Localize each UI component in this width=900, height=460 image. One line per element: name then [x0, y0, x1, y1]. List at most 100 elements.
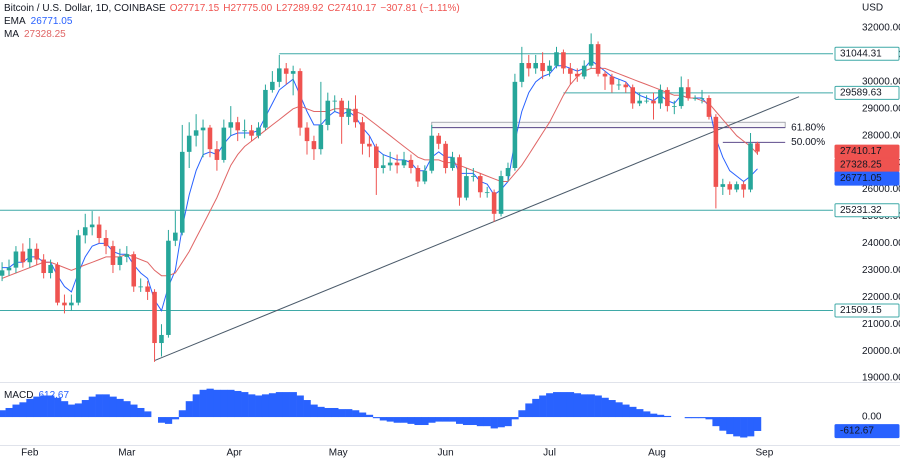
macd-bar: [164, 417, 173, 424]
macd-bar: [158, 417, 166, 423]
candle-body: [554, 52, 559, 66]
macd-bar: [740, 417, 748, 438]
candle-body: [124, 254, 130, 257]
macd-bar: [497, 417, 505, 428]
candle-body: [505, 168, 511, 177]
macd-bar: [753, 417, 762, 431]
quote-value: C27410.17: [327, 3, 376, 14]
fib-label: 61.80%: [791, 122, 825, 133]
candle-body: [568, 68, 573, 74]
macd-bar: [532, 398, 540, 418]
candle-body: [55, 264, 60, 303]
candle-body: [422, 170, 428, 182]
level-label-box: [834, 85, 900, 100]
candle-body: [491, 192, 497, 214]
macd-bar: [40, 395, 48, 418]
candle-body: [706, 98, 712, 117]
candle-body: [512, 81, 518, 169]
candle-body: [145, 286, 150, 292]
macd-bar: [594, 395, 602, 418]
macd-bar: [553, 392, 561, 418]
macd-bar: [289, 392, 297, 418]
price-label: 26771.05: [840, 173, 882, 184]
macd-bar: [643, 411, 651, 418]
candle-body: [193, 130, 199, 136]
candle-body: [290, 71, 296, 74]
macd-bar: [566, 392, 575, 418]
chart-title: Bitcoin / U.S. Dollar, 1D, COINBASE O2771…: [4, 3, 460, 14]
legend-entry: EMA 26771.05: [4, 16, 73, 27]
candle-body: [484, 192, 490, 194]
y-tick-label: 23000.00: [862, 265, 900, 276]
macd-bar: [19, 402, 27, 418]
macd-bar: [691, 417, 699, 419]
candle-body: [221, 127, 227, 160]
macd-bar: [372, 417, 381, 419]
candle-body: [374, 146, 379, 169]
macd-bar: [435, 417, 443, 422]
candle-body: [588, 44, 594, 66]
candle-body: [581, 65, 587, 77]
candle-body: [34, 248, 40, 260]
macd-bar: [747, 417, 755, 437]
macd-bar: [227, 389, 235, 418]
macd-bar: [414, 417, 422, 426]
legend-value: 27328.25: [24, 29, 66, 40]
candle-body: [471, 176, 476, 177]
candle-body: [166, 240, 171, 335]
title-text: Bitcoin / U.S. Dollar, 1D, COINBASE: [4, 3, 166, 14]
quote-value: −307.81 (−1.11%): [380, 3, 459, 14]
level-label: 31044.31: [840, 48, 882, 59]
candle-body: [727, 184, 733, 190]
price-label: 27410.17: [840, 146, 882, 157]
candle-body: [713, 116, 719, 187]
level-label: 25231.32: [840, 205, 882, 216]
moving-average-line: [2, 59, 758, 312]
candle-body: [256, 127, 261, 136]
candle-body: [27, 248, 33, 263]
candle-body: [214, 149, 220, 160]
candle-body: [720, 184, 726, 187]
macd-bar: [303, 400, 311, 418]
candle-body: [699, 98, 705, 99]
macd-bar: [539, 395, 547, 418]
candle-body: [131, 254, 137, 287]
y-tick-label: 24000.00: [862, 238, 900, 249]
macd-bar: [317, 406, 325, 418]
candle-body: [658, 89, 663, 104]
candle-body: [152, 291, 157, 344]
candle-body: [540, 63, 545, 72]
y-tick-label: 22000.00: [862, 292, 900, 303]
candle-body: [519, 63, 525, 82]
candle-body: [173, 232, 178, 241]
macd-name: MACD: [4, 390, 33, 401]
candle-body: [436, 135, 441, 144]
macd-bar: [199, 389, 207, 418]
unit-label: USD: [862, 3, 883, 14]
level-label-box: [834, 46, 900, 61]
macd-bar: [456, 417, 464, 424]
y-tick-label: 26000.00: [862, 184, 900, 195]
candle-body: [692, 98, 698, 99]
candle-body: [408, 159, 414, 169]
candle-body: [117, 256, 123, 265]
candle-body: [477, 176, 483, 193]
macd-bar: [663, 415, 672, 418]
fib-zone: [431, 121, 786, 129]
candle-body: [609, 76, 615, 85]
candle-body: [89, 224, 95, 228]
candle-body: [332, 100, 338, 102]
macd-bar: [726, 417, 734, 435]
macd-bar: [338, 409, 346, 418]
candle-body: [415, 168, 421, 182]
macd-bar: [178, 410, 187, 418]
macd-bar: [365, 414, 374, 418]
candle-body: [159, 334, 164, 344]
candle-body: [380, 165, 386, 169]
macd-bar: [192, 394, 200, 418]
macd-bar: [490, 417, 498, 429]
candle-body: [394, 162, 400, 166]
candle-body: [533, 63, 538, 69]
candle-body: [200, 127, 206, 131]
macd-bar: [379, 417, 388, 421]
